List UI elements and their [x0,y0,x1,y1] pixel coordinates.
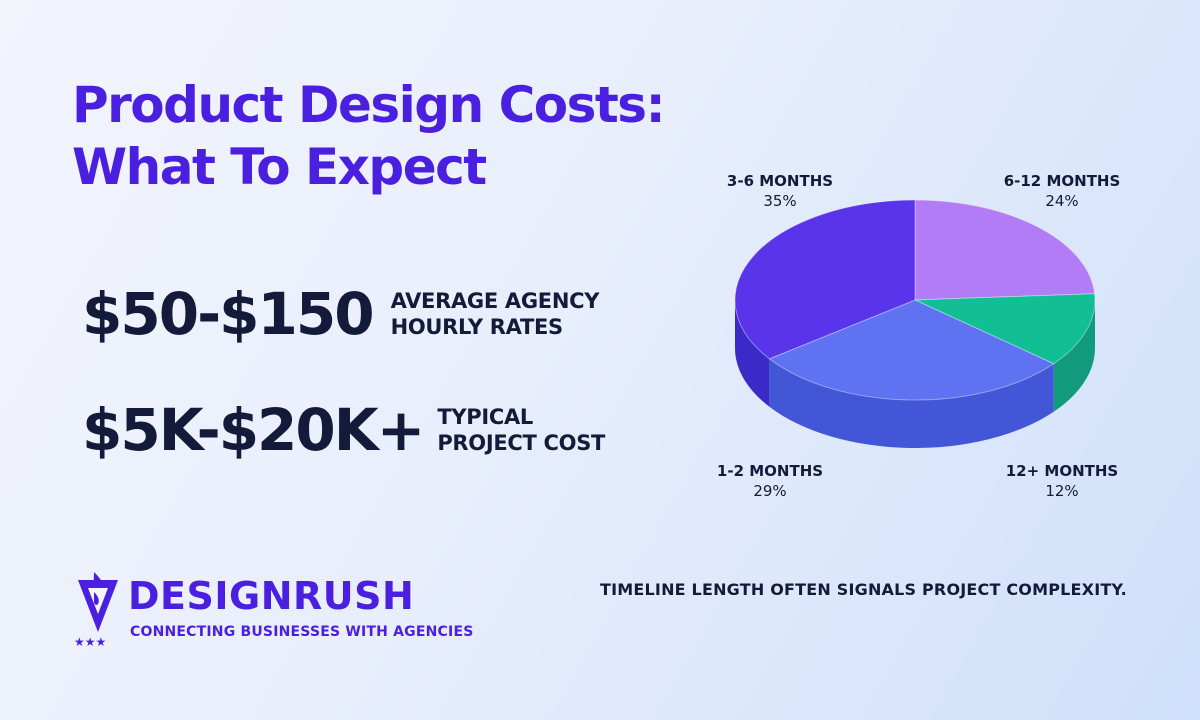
brand-name: DESIGNRUSH [128,574,415,618]
pie-label-3-6-months: 3-6 MONTHS 35% [727,172,833,210]
pie-label-percent: 12% [1045,482,1078,500]
pie-side-12-months [1053,300,1095,412]
hourly-rate-desc-line-1: AVERAGE AGENCY [390,289,600,313]
project-cost-desc-line-1: TYPICAL [437,405,533,429]
pie-label-1-2-months: 1-2 MONTHS 29% [717,462,823,500]
pie-slice-3-6-months [734,199,916,360]
pie-side-3-6-months [735,300,770,407]
project-cost-stat: $5K-$20K+ TYPICAL PROJECT COST [82,396,605,464]
hourly-rate-description: AVERAGE AGENCY HOURLY RATES [391,288,600,340]
hourly-rate-desc-line-2: HOURLY RATES [390,315,564,339]
pie-label-percent: 35% [763,192,796,210]
hourly-rate-value: $50-$150 [82,280,375,348]
pie-label-name: 3-6 MONTHS [727,172,833,190]
complexity-note: TIMELINE LENGTH OFTEN SIGNALS PROJECT CO… [600,580,1127,599]
project-cost-value: $5K-$20K+ [82,396,425,464]
pie-label-name: 1-2 MONTHS [717,462,823,480]
pie-slice-1-2-months [768,299,1055,401]
pie-top-faces [734,199,1096,401]
hourly-rate-stat: $50-$150 AVERAGE AGENCY HOURLY RATES [82,280,599,348]
designrush-emblem-icon: ★★★ [74,572,118,649]
pie-label-name: 6-12 MONTHS [1004,172,1121,190]
page-title: Product Design Costs: What To Expect [72,74,772,198]
project-cost-desc-line-2: PROJECT COST [437,431,606,455]
project-cost-description: TYPICAL PROJECT COST [437,404,605,456]
pie-label-6-12-months: 6-12 MONTHS 24% [1004,172,1121,210]
pie-slice-12-months [914,293,1096,365]
pie-slice-6-12-months [914,199,1096,301]
pie-side-walls [735,300,1095,449]
title-line-1: Product Design Costs: [72,76,666,134]
pie-label-percent: 24% [1045,192,1078,210]
pie-label-percent: 29% [753,482,786,500]
designrush-logo: ★★★ DESIGNRUSH CONNECTING BUSINESSES WIT… [72,572,473,652]
pie-label-12-months: 12+ MONTHS 12% [1006,462,1119,500]
title-line-2: What To Expect [72,138,487,196]
pie-side-1-2-months [769,358,1054,449]
pie-label-name: 12+ MONTHS [1006,462,1119,480]
brand-tagline: CONNECTING BUSINESSES WITH AGENCIES [130,624,474,640]
svg-text:★★★: ★★★ [74,635,106,648]
